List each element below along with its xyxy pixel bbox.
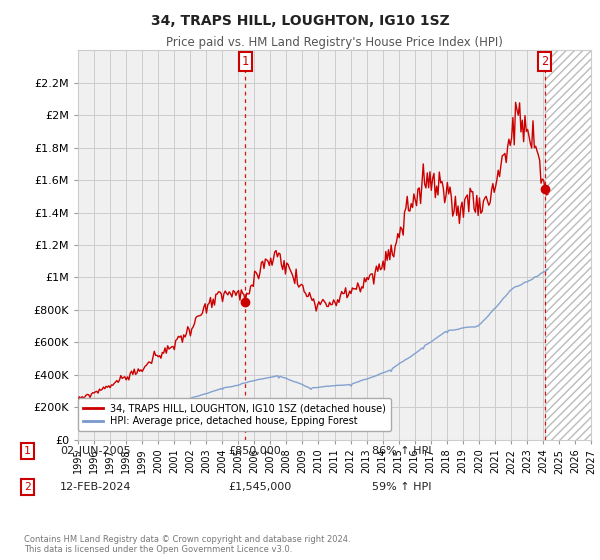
- Text: 1: 1: [241, 55, 248, 68]
- Title: Price paid vs. HM Land Registry's House Price Index (HPI): Price paid vs. HM Land Registry's House …: [166, 36, 503, 49]
- Bar: [545, 50, 591, 440]
- Text: 2: 2: [24, 482, 31, 492]
- Text: 02-JUN-2005: 02-JUN-2005: [60, 446, 131, 456]
- Bar: [545, 50, 591, 440]
- Text: 1: 1: [24, 446, 31, 456]
- Text: 59% ↑ HPI: 59% ↑ HPI: [372, 482, 431, 492]
- Text: 86% ↑ HPI: 86% ↑ HPI: [372, 446, 431, 456]
- Legend: 34, TRAPS HILL, LOUGHTON, IG10 1SZ (detached house), HPI: Average price, detache: 34, TRAPS HILL, LOUGHTON, IG10 1SZ (deta…: [79, 398, 391, 431]
- Text: £1,545,000: £1,545,000: [228, 482, 291, 492]
- Text: 2: 2: [541, 55, 548, 68]
- Text: Contains HM Land Registry data © Crown copyright and database right 2024.
This d: Contains HM Land Registry data © Crown c…: [24, 535, 350, 554]
- Text: £850,000: £850,000: [228, 446, 281, 456]
- Text: 12-FEB-2024: 12-FEB-2024: [60, 482, 131, 492]
- Text: 34, TRAPS HILL, LOUGHTON, IG10 1SZ: 34, TRAPS HILL, LOUGHTON, IG10 1SZ: [151, 14, 449, 28]
